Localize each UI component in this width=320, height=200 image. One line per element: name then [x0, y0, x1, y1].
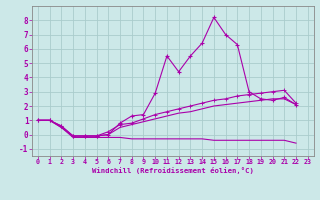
X-axis label: Windchill (Refroidissement éolien,°C): Windchill (Refroidissement éolien,°C) — [92, 167, 254, 174]
